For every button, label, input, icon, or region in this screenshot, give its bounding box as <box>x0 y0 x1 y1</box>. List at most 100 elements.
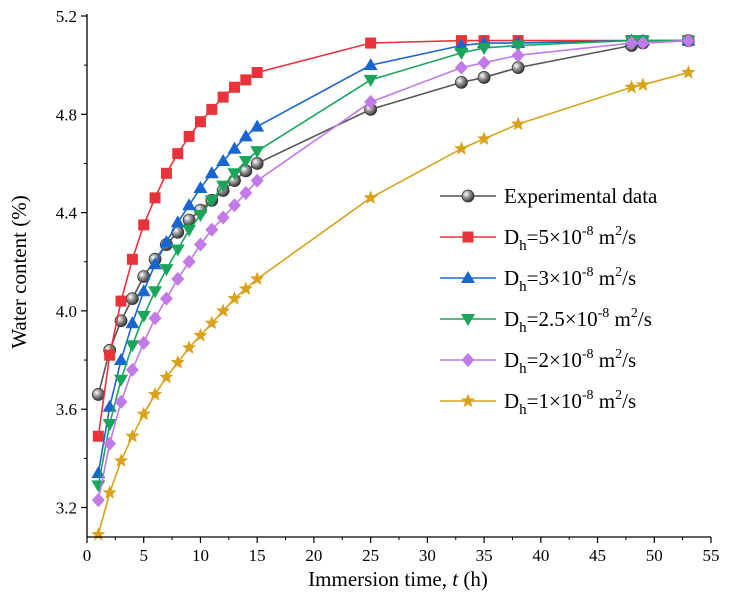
y-tick-label: 3.6 <box>56 400 77 419</box>
data-point <box>171 271 185 286</box>
legend-marker <box>461 314 475 326</box>
legend-label: Dh=3×10-8 m2/s <box>504 265 636 295</box>
data-point <box>147 386 163 401</box>
series-3 <box>91 35 696 493</box>
x-tick-label: 40 <box>532 546 549 565</box>
x-axis-title: Immersion time, t (h) <box>308 567 488 591</box>
data-point <box>636 36 650 51</box>
data-point <box>363 190 378 204</box>
x-tick-label: 20 <box>305 546 322 565</box>
x-tick-label: 0 <box>83 546 92 565</box>
data-point <box>510 116 526 131</box>
data-point <box>125 316 140 329</box>
data-point <box>681 33 695 48</box>
data-point <box>250 119 265 132</box>
data-point <box>183 130 195 142</box>
data-point <box>182 198 197 211</box>
data-point <box>125 292 139 306</box>
data-point <box>148 286 163 299</box>
series-4 <box>91 33 695 508</box>
data-point <box>149 192 161 204</box>
data-point <box>227 198 241 213</box>
data-point <box>205 222 219 237</box>
y-tick-label: 4.4 <box>56 204 78 223</box>
data-point <box>216 180 231 193</box>
data-point <box>204 166 219 179</box>
data-point <box>103 436 117 451</box>
data-point <box>238 281 253 295</box>
data-point <box>227 291 242 305</box>
data-point <box>91 466 106 479</box>
data-point <box>181 340 197 354</box>
data-point <box>171 225 185 239</box>
data-point <box>625 36 639 51</box>
data-point <box>204 315 219 330</box>
data-point <box>126 253 138 265</box>
data-point <box>228 81 240 93</box>
y-axis-title: Water content (%) <box>7 195 31 348</box>
data-point <box>635 77 651 91</box>
x-tick-label: 50 <box>646 546 663 565</box>
legend-marker <box>461 353 475 367</box>
data-point <box>624 79 639 94</box>
legend-item-0: Experimental data <box>440 184 658 208</box>
data-point <box>476 131 492 145</box>
axis-labels: Immersion time, t (h) Water content (%) <box>7 195 488 591</box>
series-line-1 <box>97 39 689 437</box>
data-point <box>454 75 468 89</box>
data-point <box>182 224 197 237</box>
x-tick-label: 30 <box>419 546 436 565</box>
data-point <box>250 271 265 286</box>
data-point <box>137 335 151 350</box>
legend-label: Dh=2×10-8 m2/s <box>504 347 636 377</box>
legend-item-5: Dh=1×10-8 m2/s <box>440 388 636 418</box>
data-point <box>477 55 491 70</box>
data-point <box>136 406 151 421</box>
data-point <box>511 40 526 53</box>
data-point <box>136 310 151 323</box>
series-line-5 <box>97 71 689 535</box>
data-point <box>92 430 104 442</box>
data-point <box>91 527 106 541</box>
x-tick-label: 35 <box>476 546 493 565</box>
data-point <box>227 141 242 154</box>
data-point <box>125 340 140 353</box>
x-tick-label: 10 <box>192 546 209 565</box>
data-point <box>477 42 492 55</box>
data-point <box>148 311 162 326</box>
data-point <box>102 485 117 499</box>
legend-marker <box>462 231 474 243</box>
legend-label: Experimental data <box>504 184 658 208</box>
data-point <box>240 74 252 86</box>
y-tick-label: 5.2 <box>56 7 77 26</box>
data-point <box>454 47 469 60</box>
data-point <box>238 155 253 168</box>
data-point <box>238 129 253 142</box>
data-point <box>160 167 172 179</box>
x-tick-label: 45 <box>589 546 606 565</box>
data-point <box>227 168 242 181</box>
data-point <box>250 157 264 170</box>
y-tick-label: 4.8 <box>56 105 77 124</box>
data-point <box>251 67 263 79</box>
legend-marker <box>460 393 476 408</box>
legend-label: Dh=2.5×10-8 m2/s <box>504 306 652 336</box>
data-point <box>125 428 140 443</box>
legend-item-4: Dh=2×10-8 m2/s <box>440 347 636 377</box>
data-point <box>216 210 230 225</box>
data-point <box>454 141 469 155</box>
series-line-4 <box>97 39 689 501</box>
data-point <box>681 65 696 79</box>
x-tick-label: 15 <box>249 546 266 565</box>
legend-item-2: Dh=3×10-8 m2/s <box>440 265 636 295</box>
data-point <box>170 244 185 257</box>
data-point <box>193 327 208 342</box>
data-point <box>250 146 265 159</box>
data-point <box>136 284 151 297</box>
legend: Experimental data Dh=5×10-8 m2/s Dh=3×10-8… <box>440 184 658 418</box>
plot-series <box>91 33 696 541</box>
data-point <box>363 74 378 87</box>
data-point <box>216 153 231 166</box>
data-point <box>216 303 231 317</box>
data-point <box>115 295 127 307</box>
